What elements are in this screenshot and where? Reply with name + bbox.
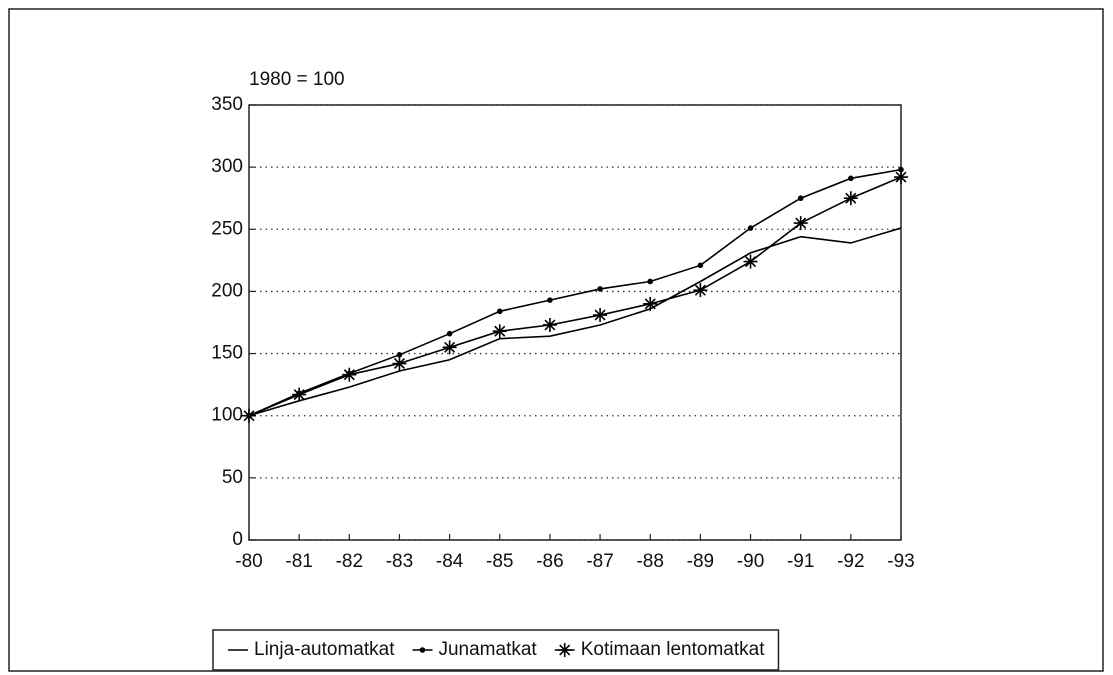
x-tick-label: -90 [737, 551, 764, 572]
point-marker [593, 308, 608, 323]
point-marker [557, 643, 572, 657]
point-marker [643, 296, 658, 311]
point-marker [797, 195, 804, 202]
point-marker [292, 387, 307, 402]
point-marker [597, 286, 603, 292]
y-tick-label: 300 [211, 156, 243, 177]
x-tick-label: -82 [336, 551, 363, 572]
point-marker [898, 166, 904, 173]
y-tick-label: 50 [222, 467, 243, 488]
point-marker [693, 283, 708, 298]
point-marker [392, 356, 407, 371]
y-tick-label: 150 [211, 343, 243, 364]
x-tick-label: -83 [386, 551, 413, 572]
point-marker [396, 352, 403, 358]
point-marker [697, 262, 704, 269]
y-tick-label: 350 [211, 94, 243, 115]
point-marker [894, 170, 908, 185]
x-tick-label: -86 [536, 551, 563, 572]
point-marker [342, 367, 357, 382]
x-tick-label: -80 [235, 551, 262, 572]
point-marker [242, 408, 256, 423]
x-tick-label: -84 [436, 551, 464, 572]
y-tick-label: 100 [211, 405, 243, 426]
point-marker [446, 330, 453, 337]
point-marker [442, 340, 457, 355]
x-tick-label: -93 [887, 551, 914, 572]
point-marker [547, 297, 553, 303]
plot-frame [248, 104, 902, 541]
point-marker [793, 216, 808, 231]
point-marker [492, 324, 507, 339]
x-tick-label: -81 [285, 551, 312, 572]
x-tick-label: -91 [787, 551, 814, 572]
outer-frame [8, 8, 1104, 672]
legend: Linja-automatkat Junamatkat Kotimaan lento… [212, 629, 780, 671]
point-marker [747, 225, 754, 231]
legend-label: Kotimaan lentomatkat [581, 639, 765, 660]
y-axis-label: 1980 = 100 [249, 69, 345, 90]
x-tick-label: -92 [837, 551, 864, 572]
x-tick-label: -89 [687, 551, 714, 572]
series-line [248, 227, 902, 417]
point-marker [843, 191, 858, 206]
point-marker [848, 175, 854, 182]
x-tick-label: -85 [486, 551, 513, 572]
x-tick-label: -87 [586, 551, 613, 572]
y-tick-label: 250 [211, 218, 243, 239]
point-marker [743, 254, 758, 269]
point-marker [542, 317, 557, 332]
point-marker [496, 308, 503, 315]
series-line [248, 176, 902, 417]
legend-box [212, 629, 780, 671]
legend-label: Linja-automatkat [254, 639, 395, 660]
y-tick-label: 0 [232, 529, 243, 550]
point-marker [647, 278, 654, 285]
legend-label: Junamatkat [438, 639, 537, 660]
series-line [248, 168, 902, 417]
point-marker [419, 647, 426, 653]
y-tick-label: 200 [211, 280, 243, 301]
x-tick-label: -88 [636, 551, 663, 572]
